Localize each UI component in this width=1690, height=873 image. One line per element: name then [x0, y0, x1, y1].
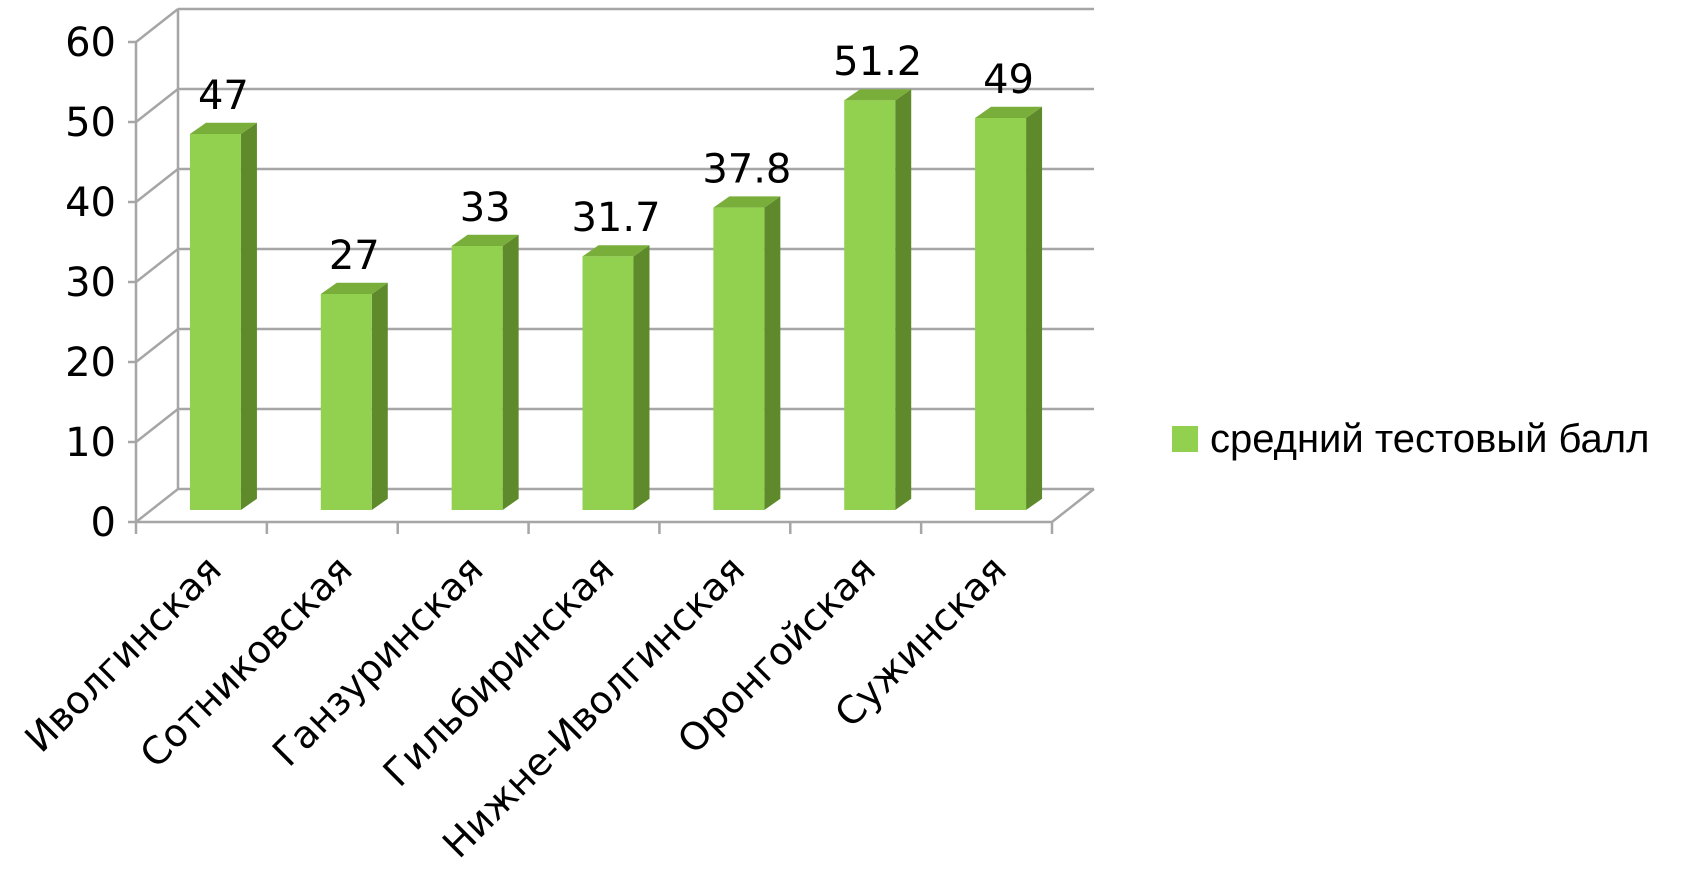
bar [189, 122, 257, 511]
bar-front [844, 100, 896, 511]
bar [320, 282, 388, 510]
y-tick-label: 0 [91, 500, 116, 546]
y-tick-label: 50 [65, 100, 116, 146]
legend-label: средний тестовый балл [1210, 417, 1649, 461]
bar [582, 245, 650, 510]
gridline-side [135, 168, 179, 203]
data-label: 51.2 [833, 39, 922, 85]
bar-front [189, 134, 241, 510]
bar-front [451, 246, 503, 510]
floor-edge [1051, 488, 1095, 523]
data-labels: 47 27 33 31.7 37.8 51.2 49 [198, 39, 1034, 279]
y-tick-label: 10 [65, 420, 116, 466]
data-label: 37.8 [702, 146, 791, 192]
y-tick-label: 20 [65, 340, 116, 386]
bar-side [1026, 106, 1043, 511]
y-tick-label: 60 [65, 20, 116, 66]
bar-top [844, 89, 912, 101]
legend: средний тестовый балл [1172, 417, 1649, 461]
gridline-side [135, 8, 179, 43]
axes [128, 40, 1054, 534]
bar-top [320, 282, 388, 294]
gridline-side [135, 408, 179, 443]
category-labels: ИволгинскаяСотниковскаяГанзуринскаяГильб… [16, 547, 1015, 866]
category-label: Гильбиринская [375, 547, 623, 795]
gridline-side [135, 88, 179, 123]
bar [713, 196, 781, 510]
bar-top [713, 196, 781, 208]
bar-front [975, 118, 1027, 510]
bar-top [975, 106, 1043, 118]
bar-top [582, 245, 650, 257]
bar-top [189, 122, 257, 134]
data-label: 31.7 [571, 195, 660, 241]
bar-side [895, 89, 912, 510]
data-label: 49 [983, 57, 1034, 103]
bar-side [240, 122, 257, 511]
bar-front [320, 294, 372, 510]
bar-front [713, 207, 765, 510]
data-label: 47 [198, 73, 249, 119]
y-axis-tick-labels: 0 10 20 30 40 50 60 [65, 20, 116, 546]
gridline-side [135, 248, 179, 283]
bar-front [582, 256, 634, 510]
bar-side [502, 234, 519, 511]
bar-top [451, 234, 519, 246]
bar [451, 234, 519, 511]
data-label: 33 [460, 185, 511, 231]
bar [844, 89, 912, 511]
gridline-side [135, 328, 179, 363]
bar-side [633, 245, 650, 510]
bar-side [764, 196, 781, 510]
legend-swatch [1172, 426, 1198, 452]
gridline-side [135, 488, 179, 523]
bars [189, 89, 1043, 511]
y-tick-label: 40 [65, 180, 116, 226]
bar-side [371, 282, 388, 510]
bar [975, 106, 1043, 511]
y-tick-label: 30 [65, 260, 116, 306]
data-label: 27 [329, 233, 380, 279]
